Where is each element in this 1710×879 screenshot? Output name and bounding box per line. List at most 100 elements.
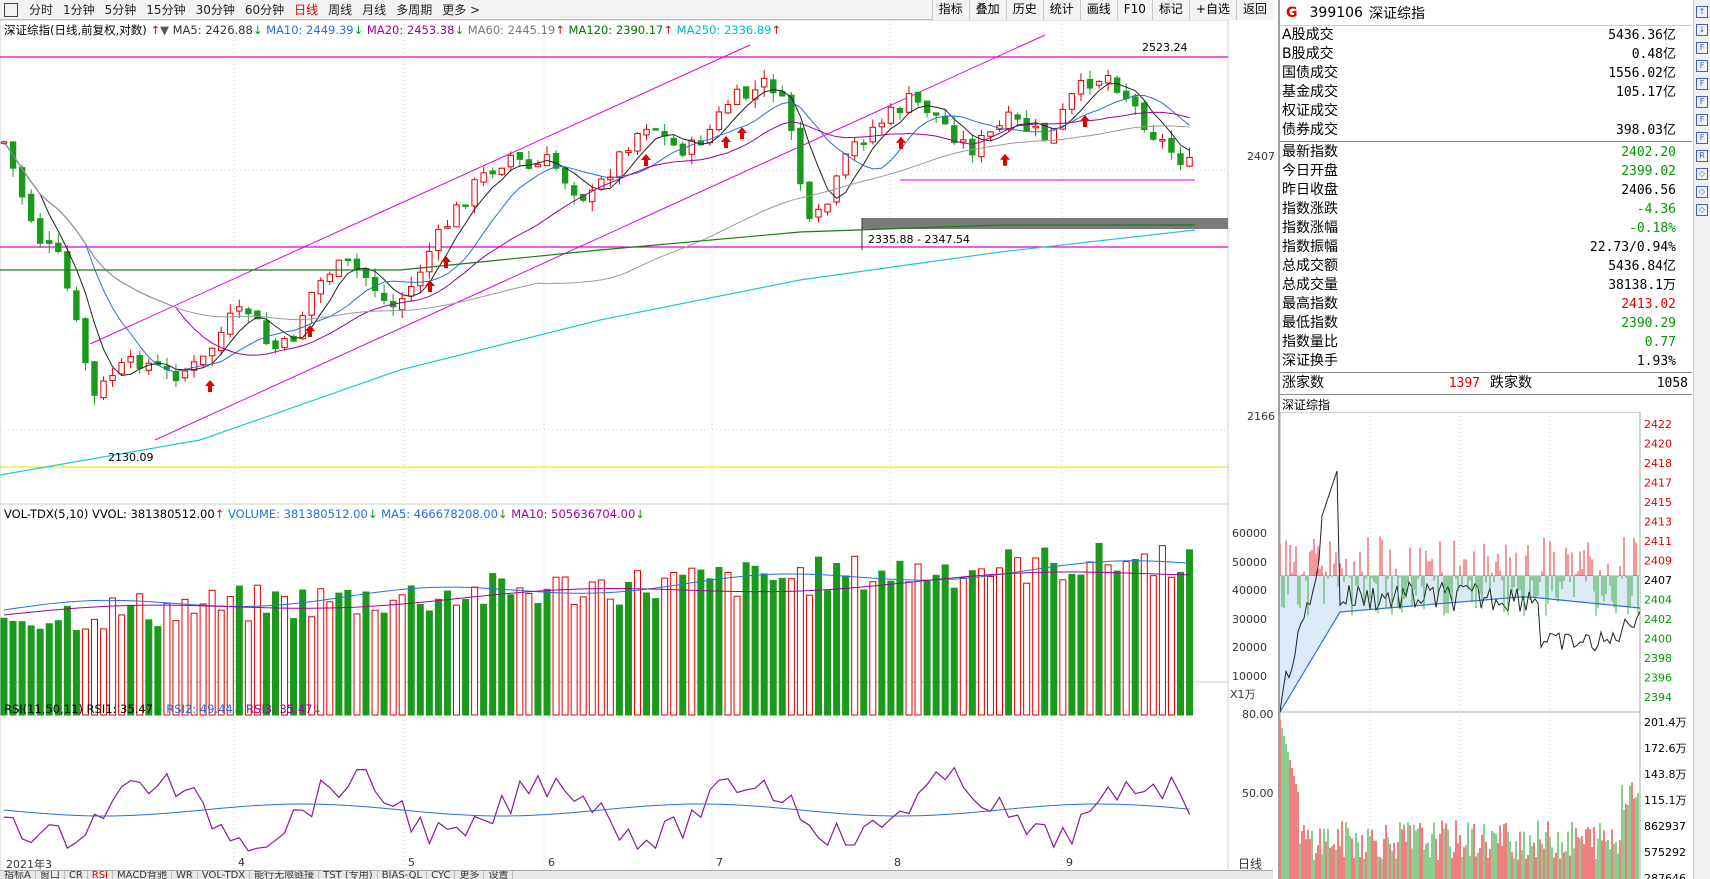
intraday-vol-tick: 862937 (1644, 820, 1686, 833)
rsi-tick: 80.00 (1242, 708, 1274, 721)
quote-value: 0.48亿 (1631, 47, 1676, 62)
indicator-tab[interactable]: 指标A (0, 871, 36, 879)
tool-button[interactable]: F10 (1116, 0, 1152, 20)
quote-row: 指数振幅 22.73/0.94% (1280, 238, 1692, 257)
intraday-vol-tick: 287646 (1644, 872, 1686, 879)
date-tick: 7 (716, 856, 723, 869)
dropdown-icon[interactable]: ▼ (160, 23, 169, 37)
indicator-tab[interactable]: 能行无限链接 (250, 871, 320, 879)
period-tab[interactable]: 1分钟 (63, 3, 95, 17)
indicator-tab[interactable]: 更多 (455, 871, 485, 879)
intraday-chart[interactable]: 2422 2420 2418 2417 2415 2413 2411 2409 2407 2404… (1279, 411, 1692, 879)
quote-value: 1556.02亿 (1608, 66, 1676, 81)
intraday-vol-tick: 115.1万 (1644, 794, 1687, 807)
quote-label: 权证成交 (1282, 103, 1338, 119)
quote-value: 2399.02 (1621, 164, 1676, 179)
quote-value: 38138.1万 (1608, 278, 1676, 293)
side-tool-icon[interactable]: ↑ (1696, 6, 1708, 18)
ma5-label: MA5: 2426.88 (172, 23, 253, 37)
tool-button[interactable]: +自选 (1188, 0, 1236, 20)
ma120-label: MA120: 2390.17 (568, 23, 664, 37)
quote-label: 指数量比 (1282, 334, 1338, 350)
side-tool-icon[interactable]: F (1696, 78, 1708, 90)
quote-label: B股成交 (1282, 46, 1334, 62)
ma10-label: MA10: 2449.39 (266, 23, 354, 37)
quote-label: 最高指数 (1282, 296, 1338, 312)
quote-row: 国债成交 1556.02亿 (1280, 64, 1692, 83)
side-tool-icon[interactable]: F (1696, 96, 1708, 108)
vol-legend: VOL-TDX(5,10) VVOL: 381380512.00↑ VOLUME… (4, 507, 645, 521)
kline-chart[interactable] (0, 20, 1273, 879)
quote-value: 22.73/0.94% (1589, 240, 1676, 255)
quote-label: A股成交 (1282, 27, 1334, 43)
side-tool-icon[interactable]: ↓ (1696, 24, 1708, 36)
quote-row: 权证成交 (1280, 102, 1692, 121)
side-tool-icon[interactable]: ◇ (1696, 186, 1708, 198)
indicator-tab[interactable]: CR (65, 871, 88, 879)
main-legend: 深证综指(日线,前复权,对数) ↑▼ MA5: 2426.88↓ MA10: 2… (4, 23, 782, 37)
tool-button[interactable]: 指标 (931, 0, 969, 20)
indicator-tab[interactable]: MACD背驰 (113, 871, 173, 879)
intraday-price-tick: 2396 (1644, 672, 1672, 685)
period-tab[interactable]: 15分钟 (146, 3, 186, 17)
intraday-vol-tick: 201.4万 (1644, 716, 1687, 729)
indicator-tab[interactable]: 窗口 (36, 871, 65, 879)
price-tick: 2407 (1247, 150, 1275, 163)
low-annotation: 2130.09 (108, 451, 154, 464)
period-tab[interactable]: 周线 (328, 3, 353, 17)
intraday-vol-tick: 143.8万 (1644, 768, 1687, 781)
period-tab[interactable]: 月线 (362, 3, 387, 17)
quote-value: 398.03亿 (1616, 123, 1676, 138)
quote-label: 最新指数 (1282, 144, 1338, 160)
period-tab[interactable]: 分时 (29, 3, 54, 17)
intraday-price-tick: 2420 (1644, 438, 1672, 451)
intraday-price-tick: 2418 (1644, 457, 1672, 470)
tool-button[interactable]: 统计 (1042, 0, 1080, 20)
index-name: 深证综指 (1368, 5, 1425, 22)
intraday-vol-tick: 575292 (1644, 846, 1686, 859)
period-tab[interactable]: 5分钟 (104, 3, 137, 17)
quote-row: 指数涨幅 -0.18% (1280, 219, 1692, 238)
tool-button[interactable]: 叠加 (968, 0, 1006, 20)
window-menu-icon[interactable] (4, 2, 18, 17)
quote-label: 昨日收盘 (1282, 182, 1338, 198)
quote-row: 总成交额 5436.84亿 (1280, 257, 1692, 276)
quote-label: 指数振幅 (1282, 239, 1338, 255)
period-tab[interactable]: 更多 > (442, 3, 481, 17)
side-tool-icon[interactable]: F (1696, 132, 1708, 144)
index-stat-rows: 最新指数 2402.20 今日开盘 2399.02 昨日收盘 2406.56 指数涨跌 -4.… (1280, 143, 1692, 371)
vol-tick: 10000 (1232, 669, 1267, 683)
side-tool-icon[interactable]: F (1696, 114, 1708, 126)
indicator-tab[interactable]: TST (专用) (319, 871, 378, 879)
side-tool-icon[interactable]: F (1696, 60, 1708, 72)
indicator-tab[interactable]: WR (172, 871, 198, 879)
quote-label: 深证换手 (1282, 353, 1338, 369)
date-tick: 6 (548, 856, 555, 869)
tool-button[interactable]: 画线 (1079, 0, 1117, 20)
tool-button[interactable]: 返回 (1235, 0, 1273, 20)
period-tab[interactable]: 日线 (294, 3, 319, 17)
quote-label: 指数涨幅 (1282, 220, 1338, 236)
tool-button[interactable]: 标记 (1151, 0, 1189, 20)
indicator-tab[interactable]: VOL-TDX (198, 871, 251, 879)
high-annotation: 2523.24 (1142, 41, 1188, 54)
intraday-price-tick: 2407 (1644, 574, 1672, 587)
side-tool-icon[interactable]: F (1696, 42, 1708, 54)
indicator-tab[interactable]: RSI (88, 871, 114, 879)
tool-button[interactable]: 历史 (1005, 0, 1043, 20)
quote-row: 最低指数 2390.29 (1280, 314, 1692, 333)
side-tool-icon[interactable]: ◇ (1696, 168, 1708, 180)
intraday-price-tick: 2398 (1644, 652, 1672, 665)
indicator-tab[interactable]: CYC (427, 871, 456, 879)
side-tool-icon[interactable]: R (1696, 150, 1708, 162)
quote-row: 最高指数 2413.02 (1280, 295, 1692, 314)
date-tick: 5 (408, 856, 415, 869)
indicator-tab[interactable]: 设置 (484, 871, 514, 879)
side-tool-icon[interactable]: ◇ (1696, 204, 1708, 216)
arrow-up-icon: ↑ (150, 23, 161, 37)
intraday-price-tick: 2413 (1644, 516, 1672, 529)
period-tab[interactable]: 30分钟 (195, 3, 235, 17)
period-tab[interactable]: 多周期 (396, 3, 433, 17)
period-tab[interactable]: 60分钟 (244, 3, 285, 17)
indicator-tab[interactable]: BIAS-QL (378, 871, 428, 879)
